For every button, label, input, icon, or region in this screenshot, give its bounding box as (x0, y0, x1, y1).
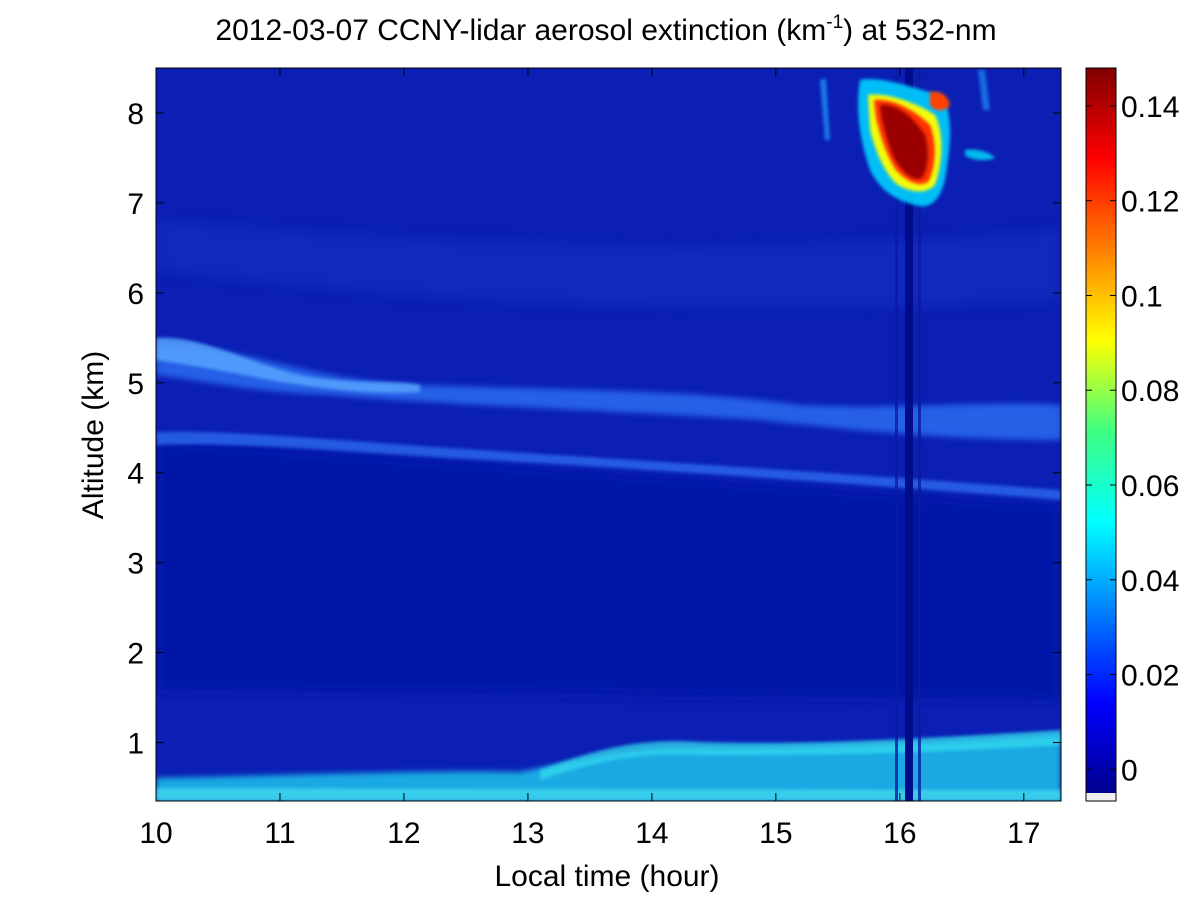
aerosol-layer-5km-core (156, 337, 420, 393)
colorbar-ticks: 0 0.02 0.04 0.06 0.08 0.1 0.12 0.14 (1086, 91, 1179, 787)
y-tick-label: 4 (127, 458, 144, 491)
x-tick-label: 14 (635, 817, 668, 850)
y-tick-label: 7 (127, 188, 144, 221)
y-tick-label: 5 (127, 368, 144, 401)
plot-frame (155, 67, 1062, 802)
data-gap-streak (918, 68, 921, 801)
x-tick-label: 11 (264, 817, 295, 850)
y-tick-label: 6 (127, 278, 144, 311)
colorbar-tick-label: 0.14 (1121, 91, 1179, 124)
y-tick-label: 8 (127, 98, 144, 131)
surface-layer (156, 788, 1061, 801)
y-tick-label: 1 (127, 728, 144, 761)
x-tick-label: 17 (1007, 817, 1040, 850)
colorbar (1086, 68, 1116, 793)
colorbar-tick-label: 0 (1121, 754, 1138, 787)
x-tick-label: 10 (139, 817, 172, 850)
y-tick-label: 3 (127, 548, 144, 581)
heatmap (156, 68, 1061, 801)
y-axis-label: Altitude (km) (77, 351, 110, 519)
x-tick-label: 15 (759, 817, 792, 850)
colorbar-tick-label: 0.1 (1121, 280, 1163, 313)
x-tick-label: 13 (511, 817, 544, 850)
dark-mid-band (156, 440, 1061, 700)
data-gap-streak (905, 68, 913, 801)
chart-title: 2012-03-07 CCNY-lidar aerosol extinction… (215, 12, 996, 47)
boundary-layer-top (540, 730, 1061, 780)
cirrus-cloud (820, 70, 995, 207)
colorbar-tick-label: 0.06 (1121, 470, 1179, 503)
x-axis-label: Local time (hour) (494, 860, 719, 893)
y-tick-label: 2 (127, 638, 144, 671)
colorbar-tick-label: 0.12 (1121, 186, 1179, 219)
aerosol-layer-5km (156, 345, 1061, 440)
colorbar-tick-label: 0.04 (1121, 565, 1179, 598)
x-tick-label: 16 (883, 817, 916, 850)
upper-diffuse-band (156, 220, 1061, 309)
data-gap-streak (895, 68, 898, 801)
x-tick-label: 12 (387, 817, 420, 850)
colorbar-tick-label: 0.02 (1121, 660, 1179, 693)
colorbar-below-range (1086, 793, 1116, 801)
aerosol-layer-4km (156, 431, 1061, 500)
colorbar-frame (1085, 67, 1117, 802)
colorbar-tick-label: 0.08 (1121, 375, 1179, 408)
